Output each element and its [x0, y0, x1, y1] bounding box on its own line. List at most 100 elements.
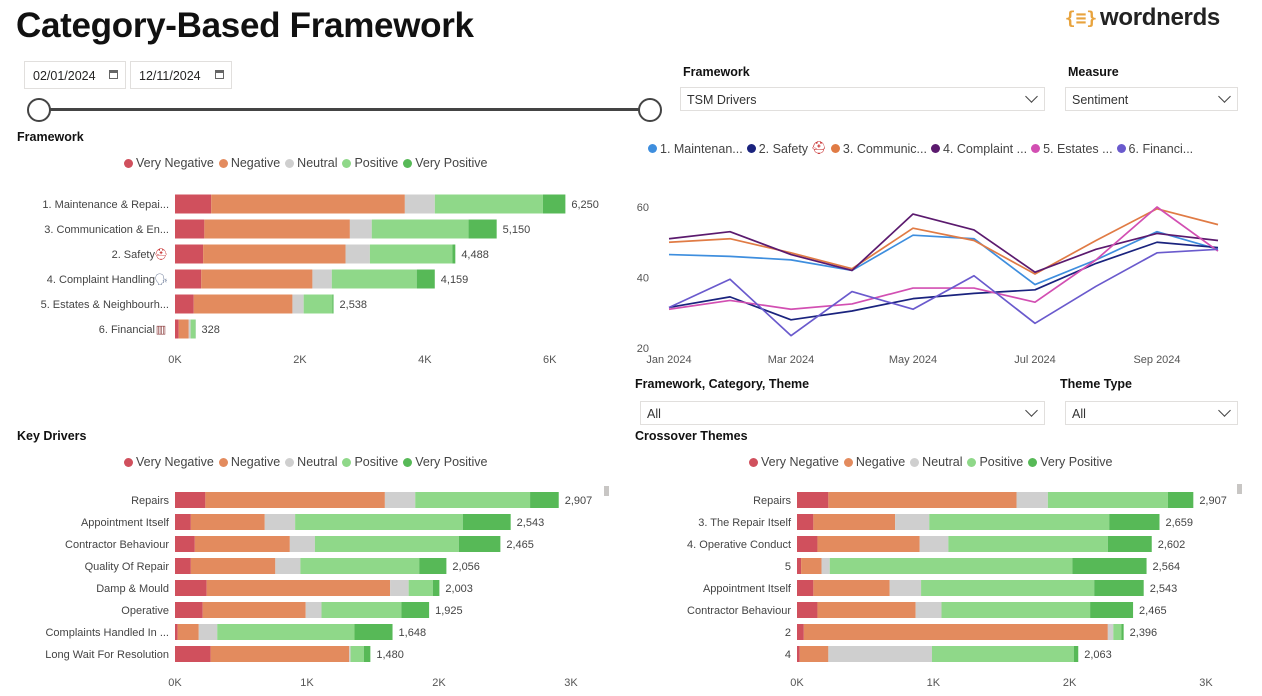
legend-item[interactable]: Positive: [967, 455, 1023, 469]
bar-segment[interactable]: [175, 244, 204, 264]
bar-segment[interactable]: [797, 580, 814, 596]
key-drivers-scrollbar[interactable]: [604, 486, 609, 496]
bar-segment[interactable]: [371, 219, 469, 239]
bar-segment[interactable]: [416, 269, 435, 289]
trend-series-line[interactable]: [668, 207, 1219, 275]
bar-segment[interactable]: [390, 580, 409, 596]
bar-segment[interactable]: [175, 536, 195, 552]
legend-item[interactable]: Negative: [218, 156, 280, 170]
bar-segment[interactable]: [321, 602, 402, 618]
bar-segment[interactable]: [458, 536, 501, 552]
bar-segment[interactable]: [1107, 624, 1114, 640]
trend-legend-item[interactable]: 3. Communic...: [830, 142, 927, 156]
legend-item[interactable]: Very Negative: [124, 156, 214, 170]
bar-segment[interactable]: [177, 624, 199, 640]
bar-segment[interactable]: [1072, 558, 1147, 574]
bar-segment[interactable]: [1094, 580, 1144, 596]
bar-segment[interactable]: [354, 624, 393, 640]
bar-segment[interactable]: [369, 244, 453, 264]
bar-segment[interactable]: [1109, 514, 1160, 530]
trend-series-line[interactable]: [668, 248, 1219, 337]
bar-segment[interactable]: [1107, 536, 1152, 552]
bar-segment[interactable]: [462, 514, 511, 530]
trend-legend-item[interactable]: 6. Financi...: [1116, 142, 1193, 156]
bar-segment[interactable]: [803, 624, 1108, 640]
legend-item[interactable]: Negative: [843, 455, 905, 469]
bar-segment[interactable]: [275, 558, 301, 574]
bar-segment[interactable]: [829, 558, 1073, 574]
bar-segment[interactable]: [530, 492, 559, 508]
bar-segment[interactable]: [175, 646, 211, 662]
bar-segment[interactable]: [948, 536, 1108, 552]
bar-segment[interactable]: [919, 536, 949, 552]
bar-segment[interactable]: [1113, 624, 1122, 640]
bar-segment[interactable]: [198, 624, 218, 640]
bar-segment[interactable]: [188, 319, 191, 339]
bar-segment[interactable]: [1121, 624, 1124, 640]
bar-segment[interactable]: [542, 194, 566, 214]
bar-segment[interactable]: [175, 194, 212, 214]
bar-segment[interactable]: [332, 294, 334, 314]
bar-segment[interactable]: [312, 269, 332, 289]
date-slider-start-handle[interactable]: [27, 98, 51, 122]
legend-item[interactable]: Negative: [218, 455, 280, 469]
trend-legend-item[interactable]: 4. Complaint ...: [930, 142, 1027, 156]
bar-segment[interactable]: [203, 244, 346, 264]
category-dropdown[interactable]: All: [640, 401, 1045, 425]
bar-segment[interactable]: [817, 536, 920, 552]
bar-segment[interactable]: [828, 646, 932, 662]
bar-segment[interactable]: [1047, 492, 1168, 508]
bar-segment[interactable]: [190, 558, 276, 574]
bar-segment[interactable]: [797, 514, 814, 530]
legend-item[interactable]: Positive: [342, 156, 398, 170]
bar-segment[interactable]: [175, 558, 191, 574]
bar-segment[interactable]: [797, 646, 800, 662]
bar-segment[interactable]: [305, 602, 322, 618]
bar-segment[interactable]: [452, 244, 456, 264]
bar-segment[interactable]: [206, 580, 391, 596]
bar-segment[interactable]: [797, 602, 818, 618]
bar-segment[interactable]: [204, 219, 350, 239]
bar-segment[interactable]: [797, 558, 802, 574]
legend-item[interactable]: Neutral: [285, 455, 337, 469]
bar-segment[interactable]: [175, 294, 194, 314]
bar-segment[interactable]: [404, 194, 435, 214]
bar-segment[interactable]: [345, 244, 370, 264]
bar-segment[interactable]: [799, 646, 829, 662]
legend-item[interactable]: Very Positive: [403, 455, 488, 469]
bar-segment[interactable]: [175, 219, 205, 239]
bar-segment[interactable]: [468, 219, 497, 239]
bar-segment[interactable]: [915, 602, 942, 618]
bar-segment[interactable]: [434, 194, 543, 214]
start-date-input[interactable]: 02/01/2024: [24, 61, 126, 89]
bar-segment[interactable]: [419, 558, 447, 574]
end-date-input[interactable]: 12/11/2024: [130, 61, 232, 89]
bar-segment[interactable]: [432, 580, 440, 596]
bar-segment[interactable]: [175, 580, 207, 596]
bar-segment[interactable]: [292, 294, 304, 314]
bar-segment[interactable]: [797, 492, 829, 508]
bar-segment[interactable]: [175, 514, 191, 530]
bar-segment[interactable]: [175, 269, 202, 289]
bar-segment[interactable]: [264, 514, 296, 530]
bar-segment[interactable]: [929, 514, 1110, 530]
trend-series-line[interactable]: [668, 206, 1219, 311]
legend-item[interactable]: Very Negative: [749, 455, 839, 469]
theme-type-dropdown[interactable]: All: [1065, 401, 1238, 425]
bar-segment[interactable]: [401, 602, 430, 618]
bar-segment[interactable]: [210, 646, 350, 662]
bar-segment[interactable]: [190, 319, 195, 339]
bar-segment[interactable]: [921, 580, 1095, 596]
legend-item[interactable]: Very Positive: [1028, 455, 1113, 469]
trend-legend-item[interactable]: 5. Estates ...: [1031, 142, 1113, 156]
bar-segment[interactable]: [205, 492, 385, 508]
crossover-scrollbar[interactable]: [1237, 484, 1242, 494]
bar-segment[interactable]: [350, 646, 364, 662]
bar-segment[interactable]: [895, 514, 930, 530]
legend-item[interactable]: Neutral: [910, 455, 962, 469]
bar-segment[interactable]: [314, 536, 459, 552]
calendar-icon[interactable]: [109, 70, 118, 79]
date-slider-track[interactable]: [38, 108, 650, 111]
bar-segment[interactable]: [289, 536, 315, 552]
bar-segment[interactable]: [190, 514, 265, 530]
